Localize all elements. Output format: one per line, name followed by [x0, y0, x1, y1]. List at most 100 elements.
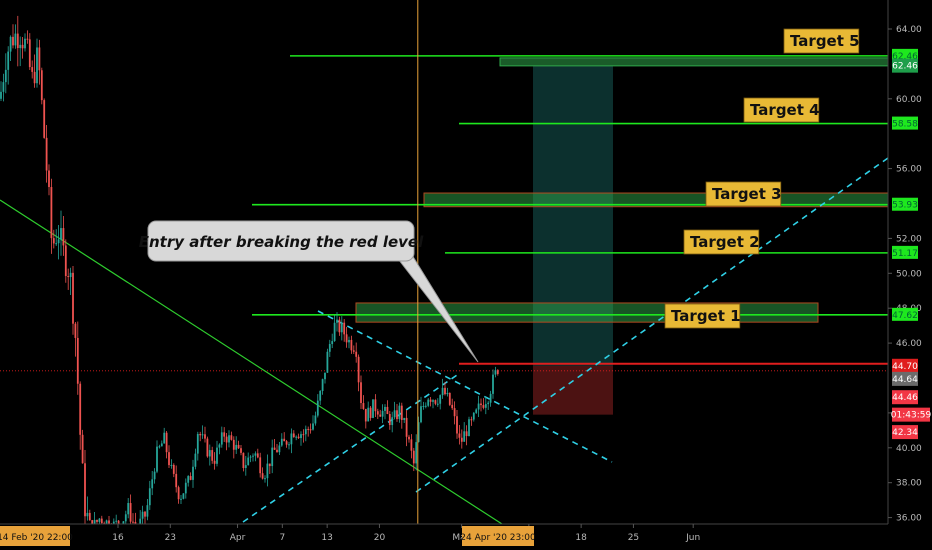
- candle-body: [393, 410, 396, 418]
- candle-body: [278, 445, 281, 453]
- candle-body: [163, 432, 166, 444]
- candle-body: [225, 436, 228, 443]
- target-label-4[interactable]: Target 4: [743, 97, 820, 123]
- axis-target-badge-text: 47.62: [892, 311, 918, 321]
- candle-body: [216, 447, 218, 464]
- candle-body: [196, 434, 199, 454]
- candle-body: [304, 428, 307, 435]
- candle-body: [463, 431, 466, 442]
- time-tick-label: Apr: [230, 533, 246, 543]
- target-label-1[interactable]: Target 1: [664, 303, 741, 329]
- target-label-box: [743, 97, 820, 123]
- candle-body: [408, 436, 410, 440]
- candle-body: [132, 521, 134, 523]
- candle-body: [50, 187, 53, 239]
- axis-target-badge: [892, 197, 918, 211]
- candle-body: [146, 505, 149, 517]
- callout-box: [147, 220, 415, 262]
- candle-body: [448, 392, 451, 405]
- candle-body: [451, 404, 454, 409]
- candle-body: [201, 434, 204, 436]
- axis-price-badge: [892, 371, 918, 386]
- zone-target-5: [499, 57, 889, 67]
- candle-body: [86, 512, 89, 517]
- candle-body: [391, 417, 394, 426]
- candle-body: [177, 487, 180, 500]
- candle-body: [388, 414, 391, 426]
- candle-body: [472, 412, 475, 420]
- candle-body: [340, 322, 343, 333]
- callout-text: Entry after breaking the red level: [139, 233, 424, 251]
- targets-layer: Target 1 Target 2 Target 3 Target 4 Target 5: [664, 28, 860, 329]
- axis-price-badge-text: 44.70: [892, 362, 918, 372]
- levels-layer: [0, 55, 888, 372]
- start-date-text: 14 Feb '20 22:00: [0, 533, 73, 543]
- candle-body: [194, 453, 197, 467]
- candle-body: [436, 403, 439, 405]
- candle-body: [223, 432, 226, 437]
- axis-price-badge: [892, 407, 930, 422]
- target-label-3[interactable]: Target 3: [705, 181, 782, 207]
- candle-body: [21, 44, 24, 49]
- price-tick-label: 56.00: [896, 165, 922, 175]
- target-label-2[interactable]: Target 2: [683, 229, 760, 255]
- price-axis: 64.0060.0056.0052.0050.0048.0046.0042.00…: [887, 0, 932, 524]
- candle-body: [72, 272, 74, 324]
- candle-body: [115, 520, 118, 522]
- candle-body: [324, 372, 326, 380]
- candle-body: [88, 512, 91, 521]
- candle-body: [168, 452, 170, 466]
- candle-body: [170, 464, 173, 466]
- price-tick-label: 60.00: [896, 95, 922, 105]
- time-tick-label: 16: [112, 533, 124, 543]
- cursor-date-text: 24 Apr '20 23:00: [460, 533, 536, 543]
- target-label-5[interactable]: Target 5: [783, 28, 860, 54]
- candle-body: [264, 478, 266, 480]
- candle-body: [446, 392, 449, 395]
- candle-body: [7, 51, 10, 70]
- candle-body: [374, 399, 377, 412]
- candle-body: [160, 443, 163, 447]
- candle-body: [271, 447, 274, 467]
- start-date-label: 14 Feb '20 22:00: [0, 526, 73, 546]
- candle-body: [412, 450, 415, 464]
- candle-body: [266, 463, 269, 479]
- axis-price-badge-text: 42.34: [892, 428, 918, 438]
- candle-body: [384, 406, 386, 411]
- time-tick-label: 23: [165, 533, 176, 543]
- rising-trend-channel: [415, 157, 889, 493]
- candle-body: [249, 456, 252, 458]
- candle-body: [492, 374, 494, 394]
- candle-body: [470, 419, 473, 421]
- candle-body: [19, 44, 22, 49]
- annotation-callout[interactable]: Entry after breaking the red level: [139, 220, 479, 363]
- target-label-text: Target 3: [712, 185, 782, 203]
- candle-body: [172, 464, 175, 474]
- candle-body: [28, 39, 31, 68]
- candle-body: [328, 344, 331, 352]
- candle-body: [295, 436, 298, 438]
- candle-body: [247, 457, 250, 466]
- candle-body: [60, 228, 62, 240]
- candle-body: [153, 471, 156, 480]
- candle-body: [252, 455, 254, 457]
- candle-body: [297, 436, 300, 439]
- candle-body: [36, 47, 38, 84]
- candle-body: [350, 339, 353, 351]
- candle-body: [206, 438, 209, 457]
- candle-body: [100, 518, 103, 524]
- candle-body: [355, 351, 358, 357]
- candle-body: [398, 405, 401, 420]
- candle-body: [76, 337, 79, 384]
- axis-target-badge-text: 62.46: [892, 52, 918, 62]
- candle-body: [494, 370, 497, 375]
- candle-body: [55, 243, 58, 245]
- candle-body: [14, 33, 17, 46]
- candle-body: [410, 439, 413, 451]
- axis-price-badge-text: 62.46: [892, 62, 918, 72]
- candle-body: [254, 453, 257, 456]
- candle-body: [52, 238, 55, 244]
- candle-body: [343, 322, 346, 335]
- candle-body: [338, 319, 341, 333]
